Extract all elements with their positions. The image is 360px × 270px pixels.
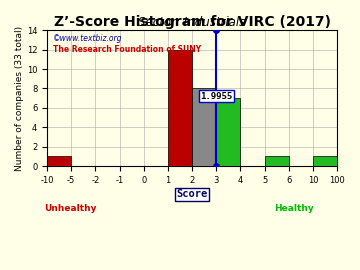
Bar [47,157,71,166]
Bar [168,50,192,166]
Text: ©www.textbiz.org: ©www.textbiz.org [53,34,122,43]
Bar [192,89,216,166]
Text: Unhealthy: Unhealthy [44,204,96,213]
Bar [313,157,337,166]
Text: Score: Score [176,189,208,199]
Y-axis label: Number of companies (33 total): Number of companies (33 total) [15,26,24,171]
Text: Healthy: Healthy [274,204,314,213]
Title: Z’-Score Histogram for VIRC (2017): Z’-Score Histogram for VIRC (2017) [54,15,330,29]
Bar [216,98,240,166]
Text: 1.9955: 1.9955 [200,92,232,101]
Text: The Research Foundation of SUNY: The Research Foundation of SUNY [53,45,201,54]
Text: Sector: Industrials: Sector: Industrials [139,16,246,29]
Bar [265,157,289,166]
